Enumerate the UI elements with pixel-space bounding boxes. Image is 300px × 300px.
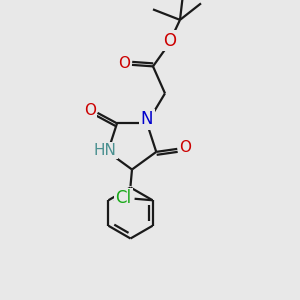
Text: O: O	[84, 103, 96, 118]
Text: N: N	[141, 110, 153, 128]
Text: Cl: Cl	[116, 189, 131, 207]
Text: HN: HN	[94, 143, 117, 158]
Text: O: O	[179, 140, 191, 155]
Text: O: O	[118, 56, 130, 71]
Text: O: O	[163, 32, 176, 50]
